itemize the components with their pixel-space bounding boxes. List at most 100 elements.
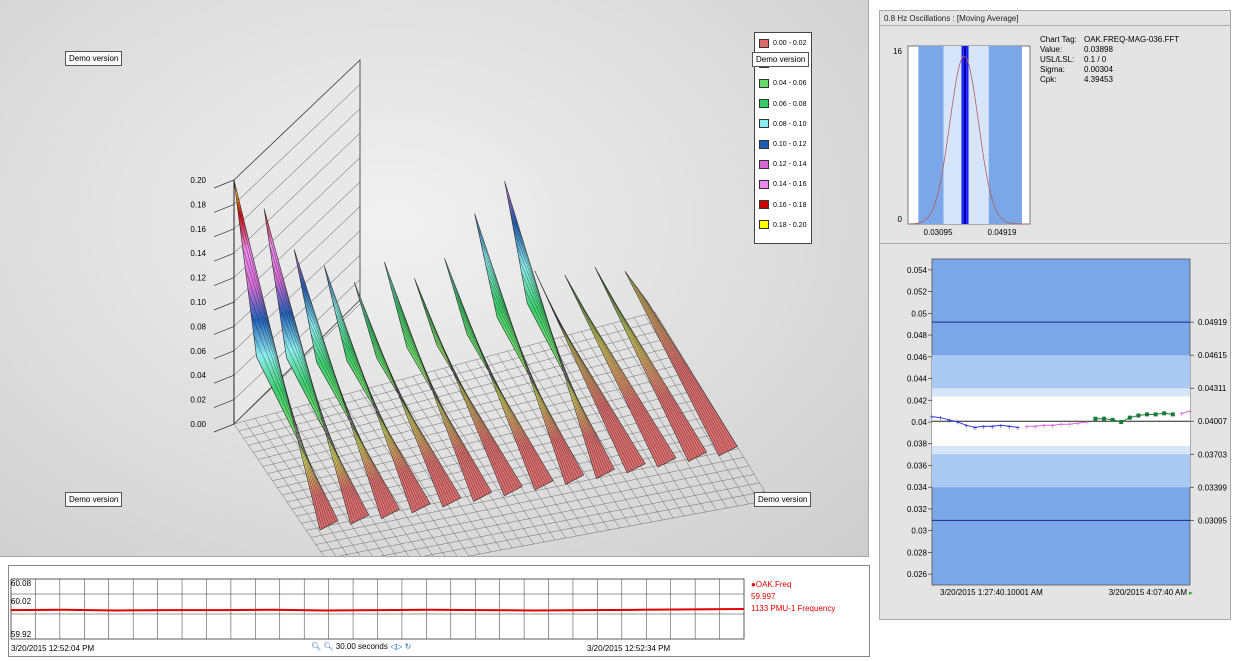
info-value: 0.00304 bbox=[1084, 65, 1113, 74]
control-point: + bbox=[1050, 421, 1055, 430]
ridge-mesh-line bbox=[308, 319, 393, 513]
trend-controls: 🔍︎ 🔍︎ 30.00 seconds ◁▷ ↻ bbox=[311, 642, 411, 651]
control-point: + bbox=[1041, 421, 1046, 430]
ridge-mesh-line bbox=[488, 278, 578, 479]
ridge-mesh-line bbox=[359, 301, 448, 505]
control-point: + bbox=[981, 422, 986, 431]
legend-label: 0.06 - 0.08 bbox=[773, 100, 807, 108]
floor-gridline bbox=[335, 491, 765, 574]
legend-item: 0.12 - 0.14 bbox=[759, 159, 806, 171]
control-point: + bbox=[930, 413, 935, 422]
demo-watermark: Demo version bbox=[752, 52, 810, 67]
ridge-mesh-line bbox=[434, 337, 521, 488]
z-gridline bbox=[233, 84, 361, 205]
ridge-mesh-line bbox=[644, 297, 736, 448]
x-label: 3/20/2015 4:07:40 AM bbox=[1109, 588, 1188, 597]
ridge-mesh-line bbox=[431, 328, 518, 489]
legend-item: 0.00 - 0.02 bbox=[759, 38, 806, 50]
ridge-mesh-line bbox=[239, 224, 325, 528]
ridge-mesh-line bbox=[419, 295, 509, 494]
demo-watermark: Demo version bbox=[754, 492, 812, 507]
scroll-left-icon[interactable]: ◁ bbox=[390, 642, 397, 651]
ridge-mesh-line bbox=[597, 271, 691, 461]
z-tick-label: 0.02 bbox=[190, 396, 206, 405]
info-row: USL/LSL: 0.1 / 0 bbox=[1040, 55, 1179, 65]
legend-item: 0.18 - 0.20 bbox=[759, 220, 806, 232]
surface-ridge bbox=[233, 179, 339, 531]
legend-label: 0.04 - 0.06 bbox=[773, 80, 807, 88]
z-gridline bbox=[233, 133, 361, 254]
legend-item: 0.14 - 0.16 bbox=[759, 179, 806, 191]
histogram-bar bbox=[943, 46, 962, 224]
z-tick-label: 0.06 bbox=[190, 347, 206, 356]
zoom-out-icon[interactable]: 🔍︎ bbox=[323, 642, 334, 651]
z-tick-label: 0.18 bbox=[190, 200, 206, 209]
legend-swatch bbox=[759, 99, 769, 109]
zoom-in-icon[interactable]: 🔍︎ bbox=[311, 642, 322, 651]
info-key: Value: bbox=[1040, 45, 1063, 54]
ridge-mesh-line bbox=[455, 296, 545, 486]
legend-label: 0.08 - 0.10 bbox=[773, 120, 807, 128]
ridge-mesh-line bbox=[603, 281, 696, 459]
histogram-bar bbox=[988, 46, 1023, 224]
trend-start-time: 3/20/2015 12:52:04 PM bbox=[11, 644, 95, 653]
ridge-mesh-line bbox=[633, 282, 727, 453]
ridge-mesh-line bbox=[247, 290, 332, 525]
ridge-mesh-line bbox=[280, 320, 365, 518]
z-gridline bbox=[213, 179, 235, 189]
ridge-mesh-line bbox=[242, 246, 327, 527]
info-value: 0.03898 bbox=[1084, 45, 1113, 54]
y-tick-label: 0.03 bbox=[911, 527, 927, 536]
refresh-icon[interactable]: ↻ bbox=[404, 642, 412, 651]
z-gridline bbox=[233, 108, 361, 229]
ridge-mesh-line bbox=[605, 286, 698, 457]
y-tick-label: 0.034 bbox=[907, 483, 928, 492]
info-key: Cpk: bbox=[1040, 75, 1057, 84]
ridge-mesh-line bbox=[584, 309, 674, 460]
info-row: Value: 0.03898 bbox=[1040, 45, 1179, 55]
legend-swatch bbox=[759, 79, 769, 89]
divider bbox=[880, 243, 1230, 244]
surface-chart: 0.00 0.02 0.04 0.06 0.08 0.10 0.12 0.14 0.16 0.18… bbox=[190, 59, 771, 581]
floor-gridline bbox=[243, 328, 666, 439]
z-gridline bbox=[213, 374, 235, 384]
normal-curve bbox=[908, 55, 1030, 225]
right-tick-label: 0.03399 bbox=[1198, 483, 1227, 492]
right-tick-label: 0.03095 bbox=[1198, 516, 1227, 525]
histogram-bar bbox=[966, 46, 969, 224]
control-point: + bbox=[1067, 420, 1072, 429]
info-value: OAK.FREQ-MAG-036.FFT bbox=[1084, 35, 1180, 44]
ridge-mesh-line bbox=[611, 296, 703, 455]
control-point bbox=[1136, 413, 1141, 418]
histogram-x-label: 0.04919 bbox=[988, 228, 1017, 237]
control-point: + bbox=[1059, 420, 1064, 429]
control-point bbox=[1119, 420, 1124, 424]
legend-item: 0.06 - 0.08 bbox=[759, 99, 806, 111]
legend-item: 0.04 - 0.06 bbox=[759, 78, 806, 90]
control-point: + bbox=[964, 421, 969, 430]
scroll-right-icon[interactable]: ▷ bbox=[396, 642, 403, 651]
legend-label: 0.14 - 0.16 bbox=[773, 181, 807, 189]
y-tick-label: 0.026 bbox=[907, 570, 928, 579]
legend-swatch bbox=[759, 139, 769, 149]
trend-series-line bbox=[10, 608, 745, 612]
ridge-mesh-line bbox=[236, 202, 323, 529]
control-point bbox=[1102, 416, 1106, 421]
legend-swatch bbox=[759, 119, 769, 129]
trend-series-value: 59.997 bbox=[751, 592, 776, 601]
x-label: 3/20/2015 1:27:40.10001 AM bbox=[940, 588, 1043, 597]
legend-item: 0.10 - 0.12 bbox=[759, 139, 806, 151]
demo-watermark: Demo version bbox=[65, 492, 123, 507]
histogram-y-label: 0 bbox=[898, 215, 903, 224]
histogram-x-label: 0.03095 bbox=[924, 228, 953, 237]
ridge-mesh-line bbox=[275, 283, 360, 520]
ridge-mesh-line bbox=[578, 299, 670, 462]
control-point: + bbox=[938, 414, 943, 423]
info-key: Chart Tag: bbox=[1040, 35, 1077, 44]
y-tick-label: 0.046 bbox=[907, 353, 928, 362]
ridge-mesh-line bbox=[494, 304, 582, 477]
ridge-mesh-line bbox=[283, 339, 367, 517]
ridge-mesh-line bbox=[362, 310, 450, 504]
right-tick-label: 0.04007 bbox=[1198, 417, 1227, 426]
control-point: + bbox=[1179, 409, 1184, 418]
